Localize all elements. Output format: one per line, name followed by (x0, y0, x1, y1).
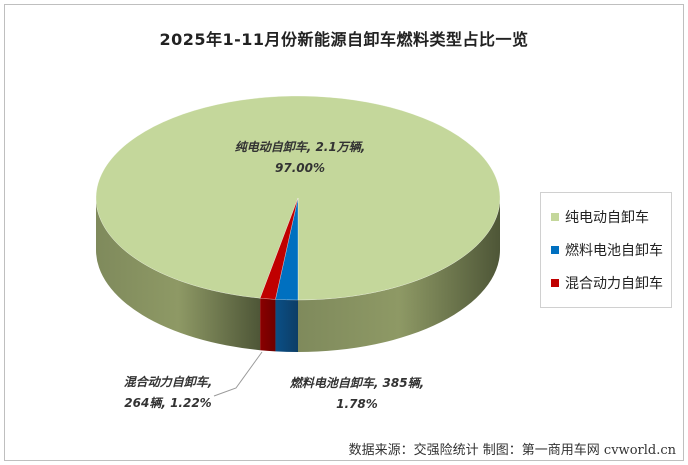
data-label-pure-electric-line1: 纯电动自卸车, 2.1万辆, (235, 140, 366, 154)
legend-item-hybrid: 混合动力自卸车 (551, 273, 663, 293)
data-label-fuel-cell-line2: 1.78% (336, 397, 378, 411)
pie-slice-pure-electric-side (96, 198, 261, 351)
pie-slice-pure-electric-side (298, 198, 500, 352)
legend-swatch (551, 279, 559, 287)
source-text: 数据来源：交强险统计 制图：第一商用车网 cvworld.cn (348, 443, 676, 458)
pie-slice-hybrid-side (260, 298, 276, 352)
legend-label: 燃料电池自卸车 (565, 243, 663, 259)
data-label-pure-electric-line2: 97.00% (275, 161, 325, 175)
legend-item-fuel-cell: 燃料电池自卸车 (551, 240, 663, 260)
data-label-fuel-cell-line1: 燃料电池自卸车, 385辆, (289, 376, 424, 390)
legend-swatch (551, 246, 559, 254)
chart-title: 2025年1-11月份新能源自卸车燃料类型占比一览 (159, 30, 529, 49)
pie-slice-fuel-cell-side (275, 299, 298, 352)
legend-swatch (551, 213, 559, 221)
data-label-hybrid-line1: 混合动力自卸车, (124, 375, 213, 389)
leader-line-hybrid (213, 351, 263, 397)
pie-slice-hybrid (259, 197, 299, 300)
legend-label: 混合动力自卸车 (565, 276, 663, 292)
data-label-hybrid-line2: 264辆, 1.22% (124, 396, 211, 410)
chart-legend: 纯电动自卸车 燃料电池自卸车 混合动力自卸车 (540, 192, 672, 308)
legend-item-pure-electric: 纯电动自卸车 (551, 207, 649, 227)
legend-label: 纯电动自卸车 (565, 210, 649, 226)
